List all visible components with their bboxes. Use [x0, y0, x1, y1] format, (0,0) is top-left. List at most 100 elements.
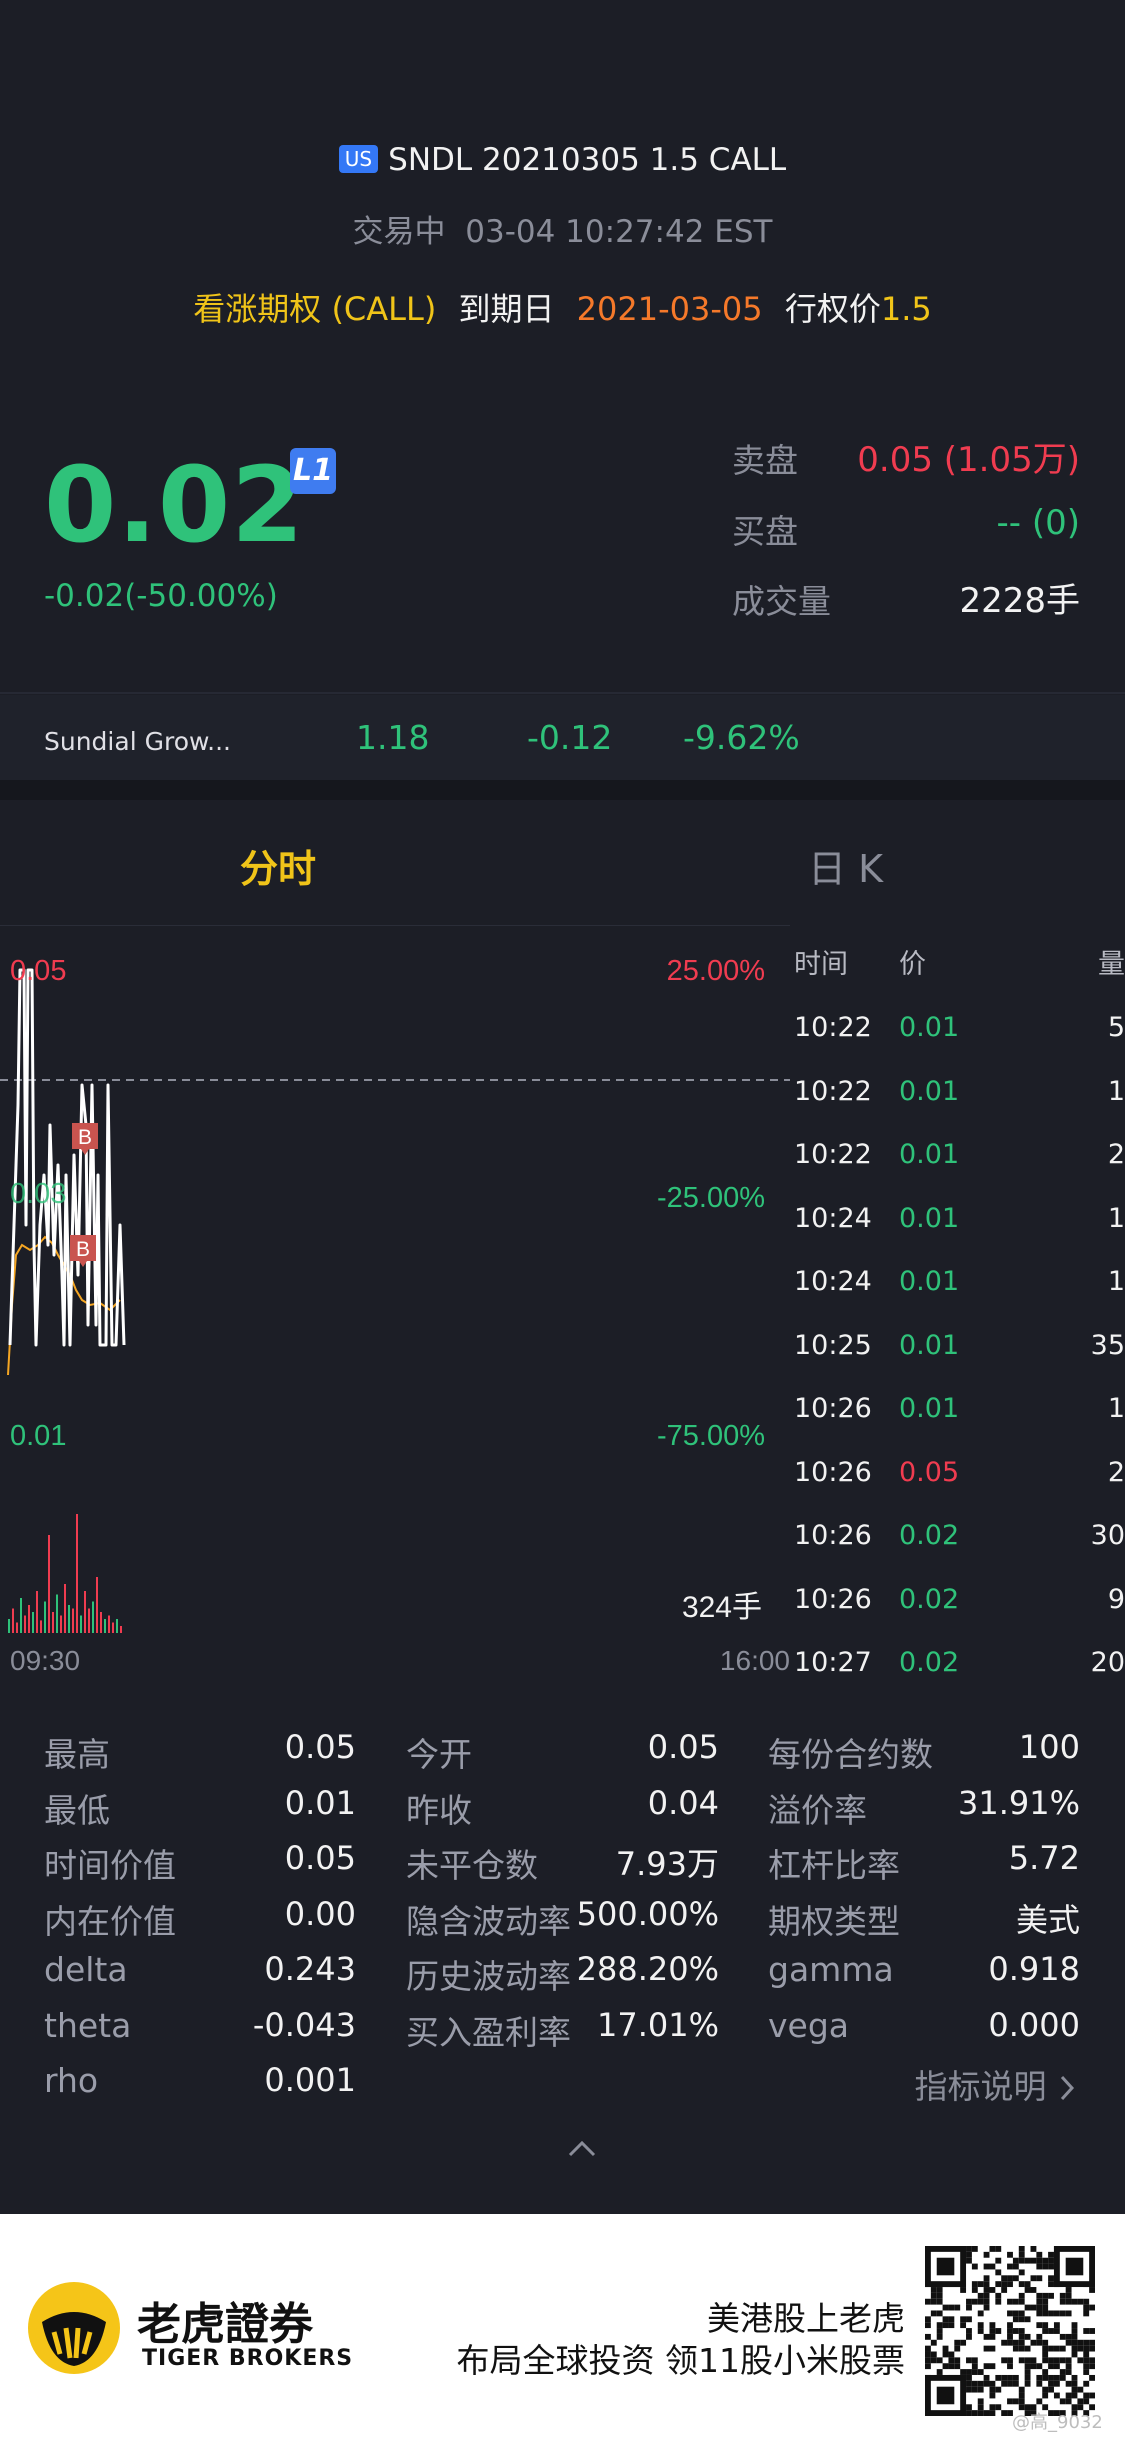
- trading-status: 交易中 03-04 10:27:42 EST: [0, 206, 1125, 251]
- trade-price: 0.02: [899, 1520, 960, 1551]
- underlying-change: -0.12: [527, 718, 613, 757]
- stat-value: 31.91%: [957, 1783, 1080, 1822]
- volume-bar: [96, 1577, 98, 1633]
- volume-bar: [40, 1620, 42, 1633]
- trade-time: 10:27: [794, 1647, 872, 1678]
- status-text: 交易中: [352, 214, 446, 250]
- svg-text:B: B: [76, 1238, 90, 1261]
- volume-bar: [36, 1591, 38, 1633]
- stat-value: 0.001: [264, 2061, 356, 2099]
- strike-label: 行权价: [784, 290, 881, 328]
- trade-time: 10:26: [794, 1520, 872, 1551]
- qr-code-icon: [925, 2246, 1095, 2416]
- stat-label: 内在价值: [44, 1901, 176, 1941]
- brand-name-en: TIGER BROKERS: [142, 2346, 354, 2371]
- volume-bar: [8, 1619, 10, 1633]
- stat-value: 0.00: [284, 1894, 356, 1933]
- underlying-name[interactable]: Sundial Grow...: [44, 727, 231, 756]
- indicator-help-link[interactable]: 指标说明: [915, 2060, 1078, 2108]
- indicator-help-text: 指标说明: [914, 2067, 1047, 2106]
- price-line: [8, 968, 126, 1347]
- volume-bar: [88, 1608, 90, 1633]
- expiry-value: 2021-03-05: [576, 290, 763, 328]
- chevron-right-icon: [1060, 2075, 1075, 2101]
- trade-row: 10:26 0.02 9: [794, 1584, 1125, 1647]
- stat-label: 最低: [44, 1790, 110, 1830]
- trade-volume: 1: [1107, 1202, 1125, 1234]
- option-info-line: 看涨期权 (CALL) 到期日 2021-03-05 行权价1.5: [0, 284, 1125, 330]
- stat-label: 今开: [406, 1735, 472, 1774]
- trade-row: 10:25 0.01 35: [794, 1330, 1125, 1393]
- pct-axis-low: -75.00%: [657, 1420, 765, 1452]
- time-start: 09:30: [10, 1645, 80, 1676]
- stat-value: 7.93万: [615, 1845, 719, 1883]
- stat-value: 0.918: [988, 1950, 1080, 1988]
- trade-row: 10:22 0.01 2: [794, 1139, 1125, 1202]
- buy-marker-icon[interactable]: B: [70, 1235, 96, 1267]
- volume-bar: [32, 1612, 34, 1633]
- trade-volume: 20: [1090, 1647, 1125, 1678]
- stat-label: 历史波动率: [406, 1957, 571, 1996]
- chevron-up-icon[interactable]: [567, 2138, 597, 2158]
- stat-label: vega: [768, 2005, 850, 2045]
- trade-price: 0.01: [899, 1329, 960, 1361]
- buy-marker-icon[interactable]: B: [72, 1123, 98, 1155]
- trade-time: 10:24: [794, 1266, 872, 1297]
- level1-badge[interactable]: L1: [290, 448, 336, 494]
- stat-value: 0.01: [284, 1783, 356, 1822]
- expiry-label: 到期日: [458, 290, 555, 328]
- trades-header-volume: 量: [1098, 949, 1125, 980]
- trade-price: 0.01: [899, 1266, 960, 1297]
- trade-volume: 1: [1107, 1266, 1125, 1297]
- stat-value: 288.20%: [576, 1950, 719, 1988]
- stat-value: 0.05: [284, 1839, 356, 1877]
- volume-bar: [80, 1615, 82, 1633]
- trade-row: 10:22 0.01 1: [794, 1076, 1125, 1139]
- trade-row: 10:22 0.01 5: [794, 1012, 1125, 1075]
- volume-bar: [12, 1608, 14, 1633]
- section-separator: [0, 780, 1125, 800]
- trade-price: 0.02: [899, 1647, 960, 1678]
- stat-label: theta: [44, 2005, 132, 2045]
- tab-daily-k[interactable]: 日 K: [808, 847, 883, 891]
- trades-header-price: 价: [899, 949, 926, 980]
- volume-axis-label: 324手: [682, 1591, 762, 1624]
- trade-time: 10:24: [794, 1202, 872, 1234]
- stat-label: 昨收: [406, 1790, 472, 1830]
- volume-bar: [56, 1594, 58, 1633]
- volume-bars: [8, 1514, 122, 1633]
- underlying-bar[interactable]: [0, 695, 1125, 780]
- tab-divider: [0, 925, 790, 926]
- option-type: 看涨期权 (CALL): [193, 290, 437, 328]
- price-axis-low: 0.01: [10, 1420, 66, 1452]
- trade-time: 10:22: [794, 1075, 872, 1107]
- average-price-line: [7, 1235, 121, 1376]
- divider: [0, 692, 1125, 694]
- trade-price: 0.05: [899, 1456, 960, 1488]
- volume-bar: [104, 1619, 106, 1633]
- stat-value: 17.01%: [596, 2005, 719, 2044]
- stat-label: 杠杆比率: [768, 1846, 900, 1885]
- stat-value: 0.000: [988, 2005, 1080, 2044]
- trade-price: 0.01: [899, 1139, 960, 1170]
- stat-label: 时间价值: [44, 1846, 176, 1885]
- trade-price: 0.01: [899, 1012, 960, 1043]
- stat-value: 0.05: [647, 1728, 719, 1766]
- trade-volume: 35: [1090, 1329, 1125, 1361]
- volume-value: 2228手: [959, 581, 1080, 621]
- stat-value: 500.00%: [576, 1894, 719, 1933]
- ask-label: 卖盘: [732, 441, 798, 480]
- us-market-badge: US: [338, 145, 379, 173]
- intraday-chart[interactable]: B B 0.05 0.03 0.01 25.00% -25.00% -75.00…: [0, 925, 800, 1695]
- last-price: 0.02: [44, 444, 305, 566]
- volume-bar: [60, 1615, 62, 1633]
- pct-axis-high: 25.00%: [667, 955, 765, 987]
- brand-name-cn: 老虎證券: [137, 2299, 313, 2350]
- trade-volume: 1: [1107, 1393, 1125, 1424]
- trade-volume: 30: [1090, 1520, 1125, 1551]
- tab-intraday[interactable]: 分时: [240, 847, 317, 891]
- stat-value: 0.04: [647, 1783, 719, 1822]
- stat-label: 期权类型: [768, 1901, 900, 1941]
- volume-bar: [52, 1612, 54, 1633]
- time-end: 16:00: [720, 1645, 790, 1676]
